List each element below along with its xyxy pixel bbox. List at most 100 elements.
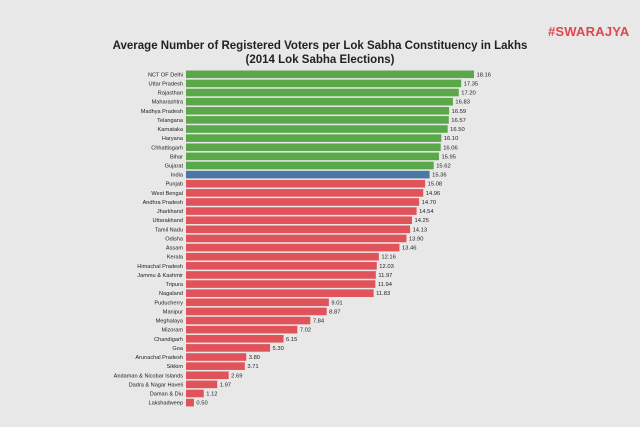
bar [186,216,412,225]
bar [186,380,218,389]
bar [186,234,407,243]
bar [186,70,474,79]
chart-subtitle: (2014 Lok Sabha Elections) [245,54,395,66]
data-label: 7.02 [300,328,311,334]
data-label: 15.08 [428,182,443,188]
bar [186,252,379,261]
data-label: 11.97 [378,273,392,279]
category-label: Assam [166,246,183,252]
bar [186,225,411,234]
data-label: 7.84 [313,319,325,325]
data-label: 15.62 [436,164,451,170]
category-label: Jharkhand [157,209,183,215]
data-label: 13.46 [402,246,417,252]
data-label: 12.16 [381,255,396,261]
data-label: 5.30 [273,346,284,352]
category-label: Madhya Pradesh [141,109,183,115]
data-label: 1.97 [220,382,231,388]
bar [186,316,311,325]
swarajya-logo: #SWARAJYA [548,24,630,39]
bar [186,371,229,380]
bar [186,353,247,361]
category-label: Jammu & Kashmir [137,273,183,279]
category-label: Andaman & Nicobar Islands [114,373,184,379]
data-label: 14.54 [419,209,434,215]
category-label: Sikkim [167,364,184,370]
data-label: 9.01 [331,300,342,306]
bar [186,362,245,370]
data-label: 3.80 [249,355,260,361]
bar [186,344,271,352]
chart-title-main: Average Number of Registered Voters per … [112,40,528,52]
data-label: 14.25 [414,218,429,224]
data-label: 17.20 [461,91,476,97]
data-label: 16.83 [455,100,470,106]
data-label: 14.70 [422,200,437,206]
category-label: Kerala [167,255,184,261]
category-label: Maharashtra [152,100,184,106]
bar [186,334,284,343]
data-label: 6.15 [286,337,297,343]
category-label: Rajasthan [158,91,183,97]
data-label: 16.50 [450,127,465,133]
category-label: Nagaland [159,291,183,297]
bar [186,280,376,288]
chart-title: Average Number of Registered Voters per … [0,39,640,67]
bar [186,207,417,215]
bar [186,79,462,88]
category-label: Haryana [162,136,184,142]
category-label: Odisha [165,236,184,242]
data-label: 11.94 [378,282,393,288]
category-label: Tamil Nadu [155,227,183,233]
data-label: 15.95 [441,154,456,160]
bar [186,179,426,188]
category-label: NCT OF Delhi [148,72,183,78]
category-label: Gujarat [165,164,184,170]
data-label: 0.50 [196,401,207,407]
data-label: 18.16 [477,72,492,78]
category-label: Punjab [166,182,183,188]
category-label: Uttar Pradesh [148,81,183,87]
category-label: Manipur [163,309,183,315]
data-label: 13.90 [409,236,424,242]
data-label: 12.03 [379,264,394,270]
data-label: 16.10 [444,136,459,142]
data-label: 1.12 [206,392,217,398]
category-label: Uttarakhand [153,218,183,224]
category-label: Chandigarh [154,337,183,343]
data-label: 2.69 [231,373,242,379]
bar [186,398,194,407]
category-label: Meghalaya [156,319,184,325]
category-label: Daman & Diu [150,392,183,398]
data-label: 8.87 [329,309,340,315]
data-label: 17.35 [464,81,479,87]
bar [186,125,448,133]
category-label: Puducherry [154,300,183,306]
bar [186,262,377,270]
bar [186,88,459,97]
category-label: Chhattisgarh [151,145,183,151]
category-label: Bihar [170,154,183,160]
bar [186,389,204,398]
category-label: Mizoram [162,328,184,334]
bar [186,298,329,307]
bar [186,116,449,124]
bar [186,189,424,197]
data-label: 16.57 [451,118,466,124]
data-label: 15.36 [432,173,447,179]
bar [186,97,453,106]
category-label: Lakshadweep [148,401,183,407]
data-label: 14.13 [413,227,428,233]
bar [186,289,374,297]
category-label: Dadra & Nagar Haveli [129,382,183,388]
bar [186,134,442,142]
bar [186,325,298,334]
bar [186,170,430,179]
data-label: 3.71 [247,364,258,370]
bar [186,106,450,115]
category-label: West Bengal [151,191,183,197]
bar [186,243,400,252]
data-label: 16.06 [443,145,458,151]
bar [186,271,376,279]
